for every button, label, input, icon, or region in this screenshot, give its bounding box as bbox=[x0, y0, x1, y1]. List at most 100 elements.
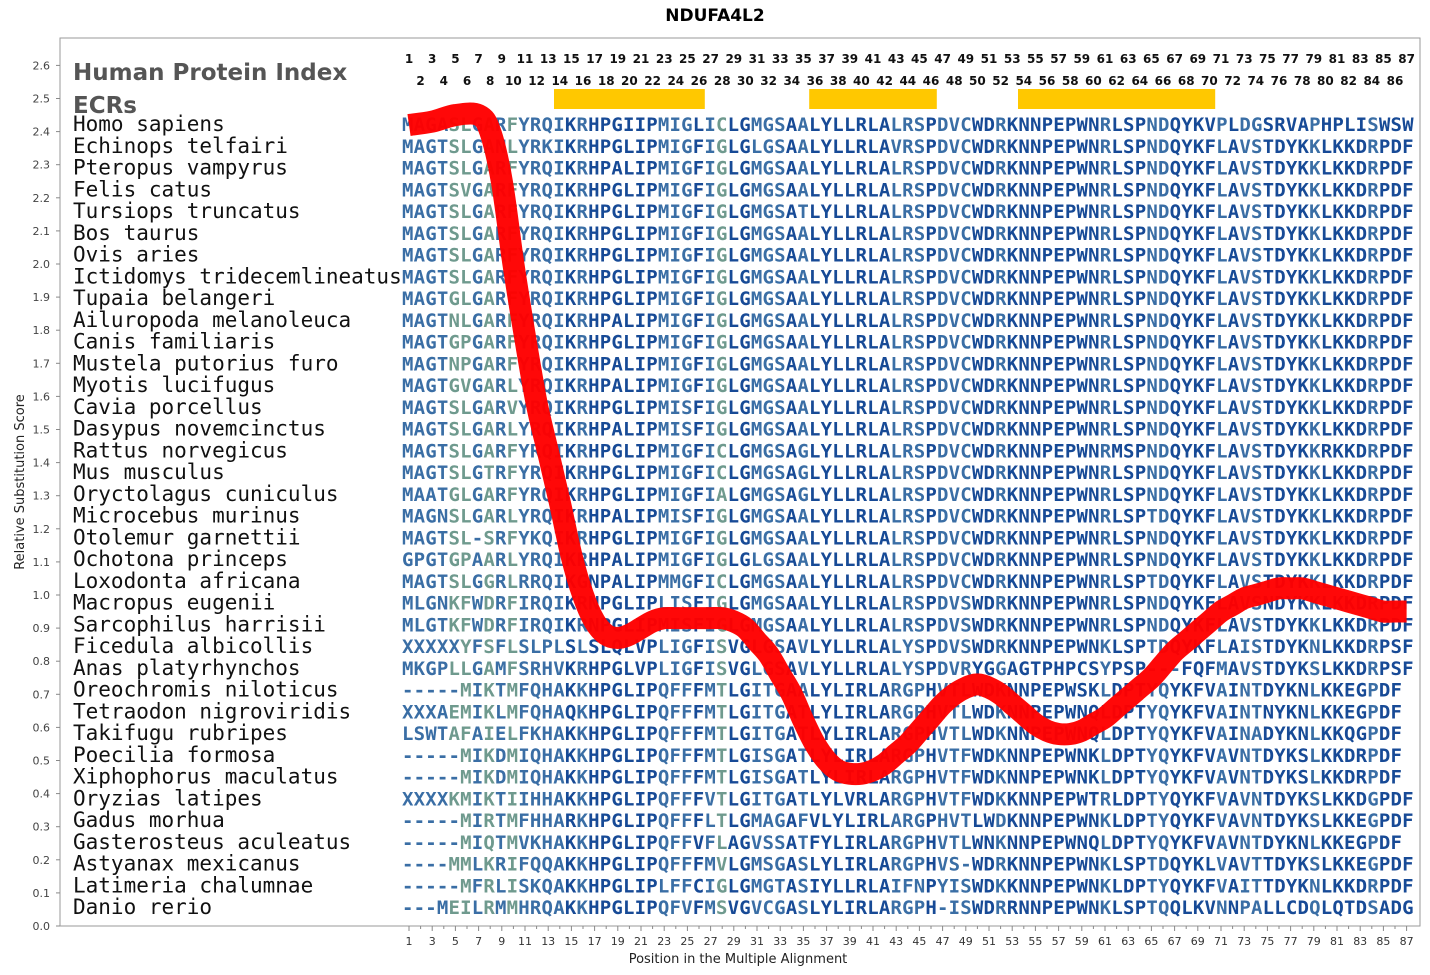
residue: - bbox=[472, 527, 483, 549]
residue: Y bbox=[1286, 527, 1298, 549]
residue: A bbox=[414, 484, 426, 506]
residue: G bbox=[1367, 788, 1378, 810]
residue: P bbox=[600, 136, 611, 158]
species-name: Oreochromis niloticus bbox=[73, 678, 339, 702]
residue: L bbox=[844, 397, 855, 419]
residue: V bbox=[1204, 114, 1215, 136]
position-number: 60 bbox=[1085, 74, 1102, 88]
residue: A bbox=[879, 375, 891, 397]
residue: R bbox=[483, 810, 495, 832]
residue: H bbox=[542, 767, 553, 789]
residue: A bbox=[414, 353, 426, 375]
residue: V bbox=[949, 593, 960, 615]
residue: G bbox=[1251, 114, 1262, 136]
residue: V bbox=[949, 397, 960, 419]
residue: R bbox=[1367, 310, 1379, 332]
residue: Y bbox=[821, 266, 833, 288]
residue: G bbox=[739, 701, 750, 723]
residue: R bbox=[856, 506, 868, 528]
residue: A bbox=[797, 245, 809, 267]
residue: M bbox=[402, 527, 413, 549]
residue: A bbox=[553, 875, 565, 897]
residue: R bbox=[995, 636, 1007, 658]
residue: X bbox=[414, 788, 426, 810]
residue: - bbox=[425, 897, 436, 919]
residue: L bbox=[623, 484, 634, 506]
residue: R bbox=[995, 375, 1007, 397]
residue: L bbox=[844, 353, 855, 375]
residue: G bbox=[472, 223, 483, 245]
residue: F bbox=[669, 767, 680, 789]
residue: T bbox=[1263, 310, 1274, 332]
residue: G bbox=[739, 136, 750, 158]
residue: G bbox=[1356, 680, 1367, 702]
residue: N bbox=[1018, 332, 1029, 354]
residue: K bbox=[565, 201, 577, 223]
residue: H bbox=[588, 397, 599, 419]
residue: R bbox=[1367, 462, 1379, 484]
residue: S bbox=[914, 571, 925, 593]
residue: A bbox=[414, 136, 426, 158]
residue: M bbox=[658, 266, 669, 288]
residue: - bbox=[449, 810, 460, 832]
residue: V bbox=[809, 810, 820, 832]
residue: S bbox=[588, 636, 599, 658]
residue: H bbox=[588, 832, 599, 854]
residue: N bbox=[1088, 854, 1099, 876]
residue: D bbox=[1274, 397, 1285, 419]
residue: S bbox=[914, 397, 925, 419]
residue: S bbox=[914, 353, 925, 375]
species-name: Mustela putorius furo bbox=[73, 351, 339, 375]
residue: G bbox=[611, 114, 622, 136]
residue: M bbox=[402, 462, 413, 484]
residue: Y bbox=[821, 854, 833, 876]
x-tick-label: 43 bbox=[889, 935, 903, 948]
residue: F bbox=[1204, 788, 1215, 810]
residue: M bbox=[704, 854, 715, 876]
residue: D bbox=[483, 614, 494, 636]
residue: G bbox=[611, 527, 622, 549]
residue: D bbox=[1391, 440, 1402, 462]
residue: E bbox=[1053, 114, 1064, 136]
species-name: Tupaia belangeri bbox=[73, 286, 275, 310]
residue: P bbox=[1042, 527, 1053, 549]
residue: F bbox=[1402, 310, 1413, 332]
residue: T bbox=[716, 680, 727, 702]
residue: V bbox=[460, 179, 471, 201]
residue: S bbox=[774, 375, 785, 397]
residue: D bbox=[1158, 114, 1169, 136]
residue: A bbox=[797, 593, 809, 615]
residue: S bbox=[449, 462, 460, 484]
residue: R bbox=[576, 375, 588, 397]
residue: K bbox=[1321, 701, 1333, 723]
residue: P bbox=[1379, 506, 1390, 528]
residue: P bbox=[1135, 419, 1146, 441]
residue: P bbox=[1379, 571, 1390, 593]
species-name: Tursiops truncatus bbox=[73, 199, 301, 223]
residue: P bbox=[1042, 571, 1053, 593]
residue: Q bbox=[658, 745, 669, 767]
residue: Y bbox=[1181, 462, 1193, 484]
residue: G bbox=[763, 158, 774, 180]
residue: D bbox=[937, 506, 948, 528]
residue: P bbox=[600, 245, 611, 267]
residue: P bbox=[460, 353, 471, 375]
residue: P bbox=[600, 114, 611, 136]
residue: L bbox=[832, 332, 843, 354]
residue: D bbox=[937, 549, 948, 571]
residue: G bbox=[1356, 723, 1367, 745]
residue: P bbox=[646, 788, 657, 810]
residue: M bbox=[402, 375, 413, 397]
position-number: 40 bbox=[853, 74, 870, 88]
residue: Q bbox=[542, 158, 553, 180]
residue: L bbox=[890, 288, 901, 310]
residue: V bbox=[1239, 527, 1250, 549]
residue: G bbox=[611, 767, 622, 789]
residue: I bbox=[669, 179, 680, 201]
residue: C bbox=[716, 440, 727, 462]
residue: Y bbox=[1286, 810, 1298, 832]
residue: Q bbox=[1158, 701, 1169, 723]
residue: P bbox=[1065, 288, 1076, 310]
position-number: 14 bbox=[551, 74, 568, 88]
y-tick-label: 0.0 bbox=[33, 920, 51, 933]
